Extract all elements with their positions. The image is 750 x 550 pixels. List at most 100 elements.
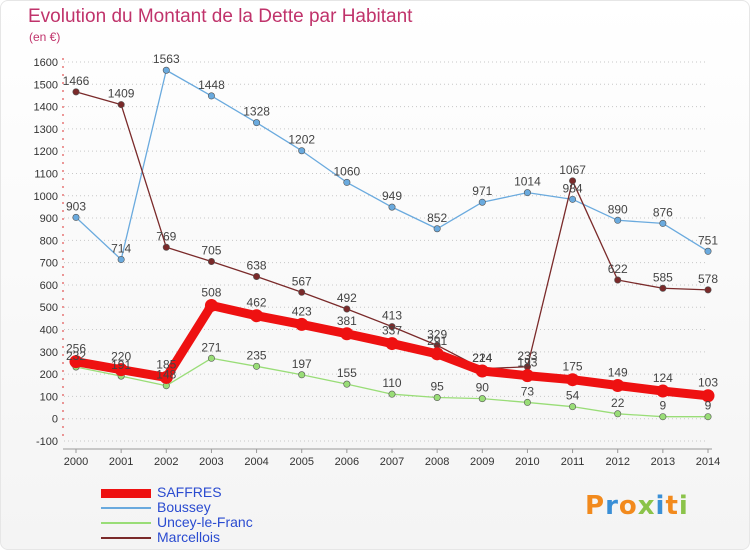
data-label-saffres: 193 — [517, 356, 537, 370]
data-point-saffres — [475, 364, 489, 378]
data-point-uncey-le-franc — [298, 371, 306, 379]
data-point-boussey — [433, 225, 441, 233]
data-point-saffres — [114, 363, 128, 377]
axes: -100 0 100 200 300 400 500 600 700 800 900 1000 1100… — [34, 57, 721, 468]
x-tick-label: 2002 — [154, 456, 178, 468]
series-layer — [69, 66, 715, 421]
data-point-uncey-le-franc — [388, 390, 396, 398]
data-point-saffres — [611, 378, 625, 392]
logo-letter: o — [618, 491, 638, 521]
data-point-marcellois — [253, 272, 261, 280]
data-point-saffres — [656, 384, 670, 398]
data-point-boussey — [72, 213, 80, 221]
legend-item: SAFFRES — [101, 484, 321, 500]
data-label-boussey: 890 — [608, 202, 628, 216]
y-tick-label: 800 — [40, 235, 58, 247]
data-label-boussey: 971 — [472, 184, 492, 198]
x-tick-label: 2001 — [109, 456, 133, 468]
data-point-boussey — [207, 92, 215, 100]
y-tick-label: 700 — [40, 258, 58, 270]
x-tick-label: 2003 — [199, 456, 223, 468]
data-label-boussey: 1202 — [288, 133, 315, 147]
y-tick-label: 0 — [52, 414, 58, 426]
data-label-uncey-le-franc: 232 — [66, 349, 86, 363]
data-label-boussey: 949 — [382, 189, 402, 203]
data-label-marcellois: 492 — [337, 291, 357, 305]
logo-letter: i — [678, 491, 689, 521]
chart-title: Evolution du Montant de la Dette par Hab… — [28, 6, 413, 27]
data-point-boussey — [614, 216, 622, 224]
data-label-boussey: 751 — [698, 233, 718, 247]
proxiti-logo: Proxiti — [585, 491, 689, 521]
logo-letter: t — [665, 491, 679, 521]
legend-swatch — [101, 522, 151, 524]
x-tick-label: 2000 — [64, 456, 88, 468]
x-tick-label: 2014 — [696, 456, 720, 468]
legend-label: SAFFRES — [157, 484, 222, 500]
x-tick-label: 2009 — [470, 456, 494, 468]
data-label-marcellois: 567 — [292, 274, 312, 288]
data-label-uncey-le-franc: 9 — [660, 399, 667, 413]
legend-label: Uncey-le-Franc — [157, 514, 253, 530]
data-label-uncey-le-franc: 9 — [705, 399, 712, 413]
data-label-marcellois: 578 — [698, 272, 718, 286]
data-point-uncey-le-franc — [569, 403, 577, 411]
data-point-boussey — [659, 219, 667, 227]
data-label-marcellois: 769 — [156, 229, 176, 243]
logo-letter: x — [637, 491, 656, 521]
data-label-saffres: 103 — [698, 376, 718, 390]
data-point-uncey-le-franc — [659, 413, 667, 421]
data-point-boussey — [343, 178, 351, 186]
y-tick-label: 1000 — [34, 191, 58, 203]
y-tick-label: 1200 — [34, 146, 58, 158]
data-point-uncey-le-franc — [523, 398, 531, 406]
data-label-uncey-le-franc: 22 — [611, 396, 625, 410]
data-label-uncey-le-franc: 90 — [476, 381, 490, 395]
data-point-boussey — [569, 195, 577, 203]
logo-letter: P — [585, 491, 606, 521]
data-label-uncey-le-franc: 54 — [566, 389, 580, 403]
data-label-marcellois: 1409 — [108, 87, 135, 101]
logo-letter: r — [605, 491, 619, 521]
data-label-saffres: 381 — [337, 314, 357, 328]
data-point-saffres — [430, 347, 444, 361]
data-point-marcellois — [704, 286, 712, 294]
data-point-saffres — [340, 327, 354, 341]
data-label-boussey: 1328 — [243, 105, 270, 119]
data-point-uncey-le-franc — [614, 410, 622, 418]
data-label-saffres: 508 — [201, 285, 221, 299]
data-point-uncey-le-franc — [433, 394, 441, 402]
data-point-saffres — [385, 337, 399, 351]
data-label-marcellois: 329 — [427, 327, 447, 341]
y-tick-label: 500 — [40, 302, 58, 314]
x-tick-label: 2013 — [651, 456, 675, 468]
data-point-boussey — [162, 66, 170, 74]
y-tick-label: 300 — [40, 347, 58, 359]
y-tick-label: 1600 — [34, 57, 58, 69]
legend-label: Marcellois — [157, 529, 221, 545]
legend-swatch — [101, 488, 151, 498]
data-point-boussey — [523, 189, 531, 197]
x-tick-label: 2011 — [561, 456, 585, 468]
data-label-marcellois: 585 — [653, 270, 673, 284]
x-tick-label: 2008 — [425, 456, 449, 468]
data-label-marcellois: 1067 — [559, 163, 586, 177]
data-point-boussey — [704, 247, 712, 255]
x-tick-label: 2005 — [289, 456, 313, 468]
data-point-uncey-le-franc — [207, 354, 215, 362]
data-label-saffres: 337 — [382, 324, 402, 338]
data-label-saffres: 423 — [292, 304, 312, 318]
data-point-marcellois — [117, 101, 125, 109]
data-label-marcellois: 224 — [472, 351, 492, 365]
y-tick-label: 1400 — [34, 102, 58, 114]
x-tick-label: 2004 — [244, 456, 268, 468]
data-label-saffres: 462 — [247, 296, 267, 310]
data-label-uncey-le-franc: 155 — [337, 366, 357, 380]
y-tick-label: 900 — [40, 213, 58, 225]
data-point-boussey — [298, 147, 306, 155]
data-point-saffres — [520, 369, 534, 383]
data-label-saffres: 214 — [472, 351, 492, 365]
data-label-marcellois: 705 — [201, 244, 221, 258]
logo-letter: i — [655, 491, 666, 521]
